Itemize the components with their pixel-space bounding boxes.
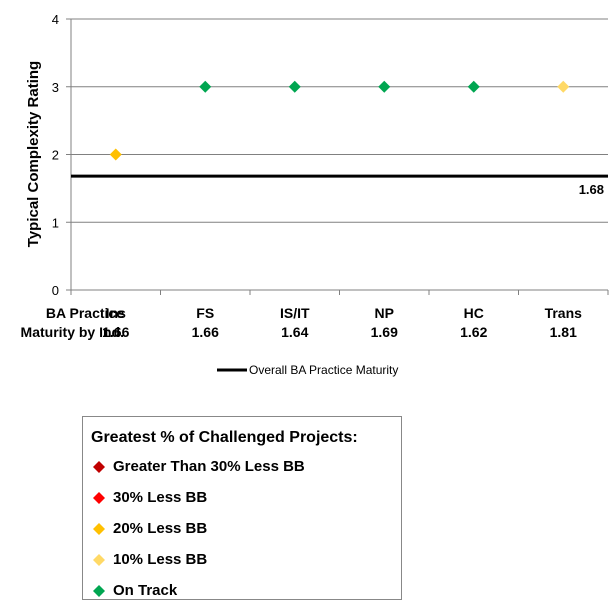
maturity-label: 1.81 (550, 324, 577, 340)
chart: 0 1 2 3 4 Typical Complexity Rating 1.68 Ins… (21, 12, 609, 377)
data-point (288, 80, 301, 93)
status-legend-label: 20% Less BB (113, 520, 208, 537)
status-legend-items: Greater Than 30% Less BB 30% Less BB 20% L… (91, 451, 393, 606)
diamond-icon (93, 491, 105, 504)
y-tick-labels: 0 1 2 3 4 (52, 12, 59, 298)
maturity-label: 1.69 (371, 324, 398, 340)
maturity-label: 1.62 (460, 324, 487, 340)
category-label: HC (464, 305, 484, 321)
diamond-icon (93, 460, 105, 473)
y-tick-label: 3 (52, 80, 59, 95)
data-point (109, 148, 122, 161)
y-tick-label: 1 (52, 215, 59, 230)
category-label: Ins (106, 305, 126, 321)
maturity-row-label: Maturity by Ind. (21, 324, 124, 340)
status-legend-label: On Track (113, 582, 178, 599)
reference-line-group: 1.68 (71, 174, 608, 197)
status-legend-label: 10% Less BB (113, 551, 208, 568)
line-legend-label: Overall BA Practice Maturity (249, 363, 398, 377)
maturity-row-label: BA Practice (46, 305, 124, 321)
data-point (199, 80, 212, 93)
data-point (378, 80, 391, 93)
category-label: NP (375, 305, 394, 321)
status-legend-item: 20% Less BB (91, 513, 393, 544)
y-tick-label: 4 (52, 12, 59, 27)
status-legend-item: On Track (91, 575, 393, 606)
maturity-label: 1.66 (192, 324, 219, 340)
maturity-labels: 1.66 1.66 1.64 1.69 1.62 1.81 (102, 324, 577, 340)
data-point (557, 80, 570, 93)
status-legend: Greatest % of Challenged Projects: Great… (82, 416, 402, 600)
status-legend-label: Greater Than 30% Less BB (113, 458, 305, 475)
category-labels: Ins FS IS/IT NP HC Trans (106, 305, 583, 321)
status-legend-title: Greatest % of Challenged Projects: (91, 429, 358, 446)
line-legend: Overall BA Practice Maturity (217, 363, 398, 377)
reference-line-label: 1.68 (579, 182, 604, 197)
data-points (109, 80, 570, 161)
category-label: Trans (545, 305, 583, 321)
status-legend-item: Greater Than 30% Less BB (91, 451, 393, 482)
diamond-icon (93, 553, 105, 566)
diamond-icon (93, 522, 105, 535)
diamond-icon (93, 584, 105, 597)
axes (66, 18, 609, 295)
category-label: IS/IT (280, 305, 310, 321)
status-legend-item: 30% Less BB (91, 482, 393, 513)
maturity-label: 1.64 (281, 324, 308, 340)
y-tick-label: 0 (52, 283, 59, 298)
maturity-label: 1.66 (102, 324, 129, 340)
status-legend-item: 10% Less BB (91, 544, 393, 575)
y-tick-label: 2 (52, 148, 59, 163)
gridlines (71, 18, 608, 223)
data-point (467, 80, 480, 93)
y-axis-label: Typical Complexity Rating (25, 61, 42, 247)
category-label: FS (196, 305, 214, 321)
maturity-row-labels: BA Practice Maturity by Ind. (21, 305, 125, 340)
status-legend-label: 30% Less BB (113, 489, 208, 506)
